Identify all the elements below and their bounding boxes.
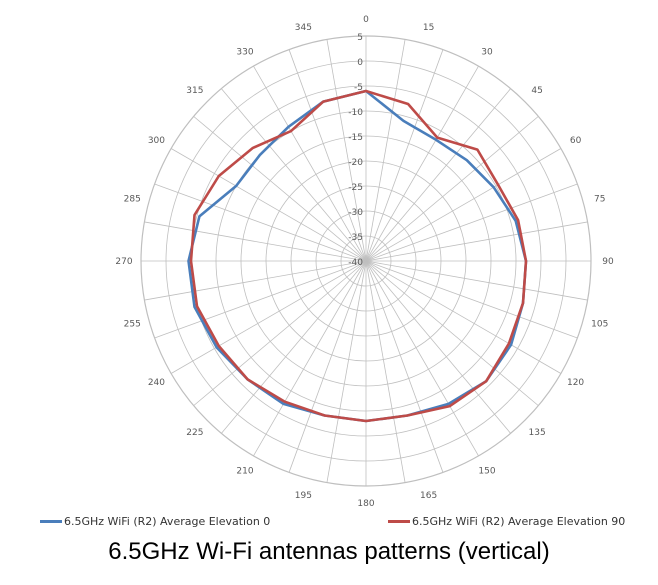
grid-spoke [365,260,479,457]
series-lines [187,89,528,423]
grid-spoke [365,221,588,262]
angle-tick-label: 225 [186,428,203,438]
grid-spoke [154,260,367,339]
legend-swatch-elevation-0 [40,519,62,523]
grid-spoke [365,88,511,262]
chart-caption: 6.5GHz Wi-Fi antennas patterns (vertical… [108,538,550,565]
radial-tick-label: -15 [348,133,363,143]
grid-spoke [365,49,444,262]
angle-tick-label: 270 [115,257,132,267]
grid-spoke [365,260,578,339]
legend-item-elevation-90: 6.5GHz WiFi (R2) Average Elevation 90 [388,510,625,532]
angle-tick-label: 45 [531,86,542,96]
grid-spoke [365,39,406,262]
grid-spoke [253,260,367,457]
legend-item-elevation-0: 6.5GHz WiFi (R2) Average Elevation 0 [40,510,270,532]
grid-spoke [221,88,367,262]
angle-tick-label: 15 [423,23,434,33]
grid-spoke [365,260,511,434]
angle-tick-label: 30 [481,47,493,57]
grid-spoke [193,116,367,262]
angle-tick-label: 345 [295,23,312,33]
grid-spoke [365,148,562,262]
angle-tick-label: 165 [420,491,437,501]
angle-tick-label: 0 [363,15,369,25]
grid-spoke [253,65,367,262]
angle-tick-label: 240 [148,378,165,388]
radial-tick-label: -30 [348,208,363,218]
radial-tick-label: -20 [348,158,363,168]
grid-spoke [326,39,367,262]
angle-tick-label: 150 [478,467,495,477]
angle-tick-label: 60 [570,136,582,146]
angle-tick-label: 75 [594,194,605,204]
legend: 6.5GHz WiFi (R2) Average Elevation 0 6.5… [0,510,658,532]
angle-tick-label: 135 [529,428,546,438]
radial-tick-label: 0 [357,58,363,68]
grid-spoke [170,148,367,262]
angle-tick-label: 330 [236,47,253,57]
grid-spoke [170,260,367,374]
angle-tick-label: 210 [236,467,253,477]
legend-label-elevation-90: 6.5GHz WiFi (R2) Average Elevation 90 [412,514,626,528]
grid-spoke [144,260,367,301]
angle-tick-label: 195 [295,491,312,501]
grid-spoke [154,183,367,262]
angle-axis-labels: 0 15 30 45 60 75 90 105 120 135 150 165 180 195 210 225… [115,15,614,509]
grid-spoke [365,260,539,406]
grid-spoke [193,260,367,406]
grid-spoke [365,65,479,262]
legend-swatch-elevation-90 [388,519,410,523]
radial-tick-label: -40 [348,258,363,268]
grid-spoke [365,260,562,374]
grid-spoke [365,260,406,483]
radial-tick-label: 5 [357,33,363,43]
angle-tick-label: 180 [357,499,374,509]
grid-spoke [326,260,367,483]
angle-tick-label: 315 [186,86,203,96]
grid-spoke [365,116,539,262]
grid-spoke [365,260,444,473]
angle-tick-label: 300 [148,136,165,146]
radial-tick-label: -25 [348,183,363,193]
series-line-1 [189,89,528,423]
polar-grid [140,35,592,487]
grid-spoke [365,183,578,262]
radial-tick-label: -10 [348,108,363,118]
grid-spoke [221,260,367,434]
grid-spoke [288,260,367,473]
angle-tick-label: 285 [124,194,141,204]
polar-chart: 50-5-10-15-20-25-30-35-40 01530456075901… [115,15,614,509]
radial-axis-labels: 5 0 -5 -10 -15 -20 -25 -30 -35 -40 [348,33,363,268]
legend-label-elevation-0: 6.5GHz WiFi (R2) Average Elevation 0 [64,514,271,528]
grid-spoke [365,260,588,301]
angle-tick-label: 120 [567,378,584,388]
angle-tick-label: 105 [591,320,608,330]
radial-tick-label: -5 [354,83,363,93]
grid-spoke [144,221,367,262]
grid-spoke [288,49,367,262]
angle-tick-label: 255 [124,320,141,330]
angle-tick-label: 90 [602,257,614,267]
radial-tick-label: -35 [348,233,363,243]
